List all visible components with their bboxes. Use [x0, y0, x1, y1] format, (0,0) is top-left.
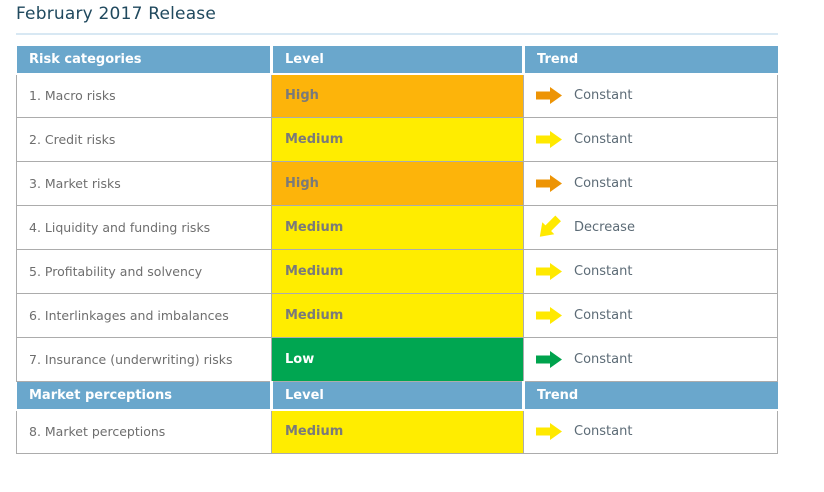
risk-level-cell: High [271, 161, 524, 206]
risk-category-cell: 8. Market perceptions [16, 409, 272, 454]
table-header-row: Market perceptions Level Trend [16, 381, 778, 411]
header-cell-market-perceptions: Market perceptions [16, 381, 272, 411]
page: February 2017 Release Risk categories Lev… [16, 4, 778, 454]
trend-label: Constant [574, 176, 633, 191]
table-row: 3. Market risks High Constant [16, 161, 778, 206]
risk-category-cell: 6. Interlinkages and imbalances [16, 293, 272, 338]
table-row: 1. Macro risks High Constant [16, 73, 778, 118]
risk-table-body: Risk categories Level Trend 1. Macro risks H… [16, 45, 778, 454]
risk-category-cell: 7. Insurance (underwriting) risks [16, 337, 272, 382]
trend-indicator: Constant [535, 82, 776, 109]
trend-cell: Constant [523, 293, 778, 338]
trend-indicator: Constant [535, 126, 776, 153]
table-row: 8. Market perceptions Medium Constant [16, 409, 778, 454]
risk-level-cell: Medium [271, 205, 524, 250]
trend-indicator: Constant [535, 258, 776, 285]
trend-label: Constant [574, 132, 633, 147]
trend-arrow-right-icon [535, 82, 562, 109]
trend-cell: Constant [523, 73, 778, 118]
trend-indicator: Constant [535, 346, 776, 373]
trend-cell: Decrease [523, 205, 778, 250]
table-row: 6. Interlinkages and imbalances Medium Con… [16, 293, 778, 338]
table-row: 7. Insurance (underwriting) risks Low Cons… [16, 337, 778, 382]
trend-arrow-right-icon [535, 258, 562, 285]
risk-category-cell: 2. Credit risks [16, 117, 272, 162]
table-header-row: Risk categories Level Trend [16, 45, 778, 75]
risk-category-cell: 3. Market risks [16, 161, 272, 206]
table-row: 4. Liquidity and funding risks Medium Decr… [16, 205, 778, 250]
risk-level-cell: High [271, 73, 524, 118]
trend-indicator: Constant [535, 418, 776, 445]
trend-indicator: Constant [535, 302, 776, 329]
risk-level-cell: Medium [271, 249, 524, 294]
trend-indicator: Constant [535, 170, 776, 197]
trend-label: Constant [574, 264, 633, 279]
trend-arrow-right-icon [535, 170, 562, 197]
risk-level-cell: Medium [271, 409, 524, 454]
trend-indicator: Decrease [535, 214, 776, 241]
risk-dashboard-table: Risk categories Level Trend 1. Macro risks H… [16, 45, 778, 454]
trend-arrow-right-icon [535, 418, 562, 445]
trend-cell: Constant [523, 161, 778, 206]
risk-category-cell: 5. Profitability and solvency [16, 249, 272, 294]
header-cell-trend: Trend [522, 45, 778, 75]
trend-arrow-down-left-icon [535, 214, 562, 241]
trend-label: Constant [574, 88, 633, 104]
table-row: 5. Profitability and solvency Medium Const… [16, 249, 778, 294]
header-cell-risk-categories: Risk categories [16, 45, 272, 75]
trend-label: Constant [574, 352, 633, 367]
trend-arrow-right-icon [535, 346, 562, 373]
trend-cell: Constant [523, 337, 778, 382]
trend-cell: Constant [523, 249, 778, 294]
header-cell-level: Level [270, 45, 524, 75]
risk-category-cell: 4. Liquidity and funding risks [16, 205, 272, 250]
header-cell-level: Level [270, 381, 524, 411]
trend-cell: Constant [523, 409, 778, 454]
title-divider [16, 33, 778, 35]
risk-level-cell: Low [271, 337, 524, 382]
table-row: 2. Credit risks Medium Constant [16, 117, 778, 162]
trend-arrow-right-icon [535, 302, 562, 329]
trend-label: Constant [574, 424, 633, 440]
risk-level-cell: Medium [271, 117, 524, 162]
trend-label: Decrease [574, 220, 635, 235]
header-cell-trend: Trend [522, 381, 778, 411]
trend-arrow-right-icon [535, 126, 562, 153]
risk-category-cell: 1. Macro risks [16, 73, 272, 118]
trend-label: Constant [574, 308, 633, 323]
risk-level-cell: Medium [271, 293, 524, 338]
page-title: February 2017 Release [16, 4, 217, 24]
trend-cell: Constant [523, 117, 778, 162]
